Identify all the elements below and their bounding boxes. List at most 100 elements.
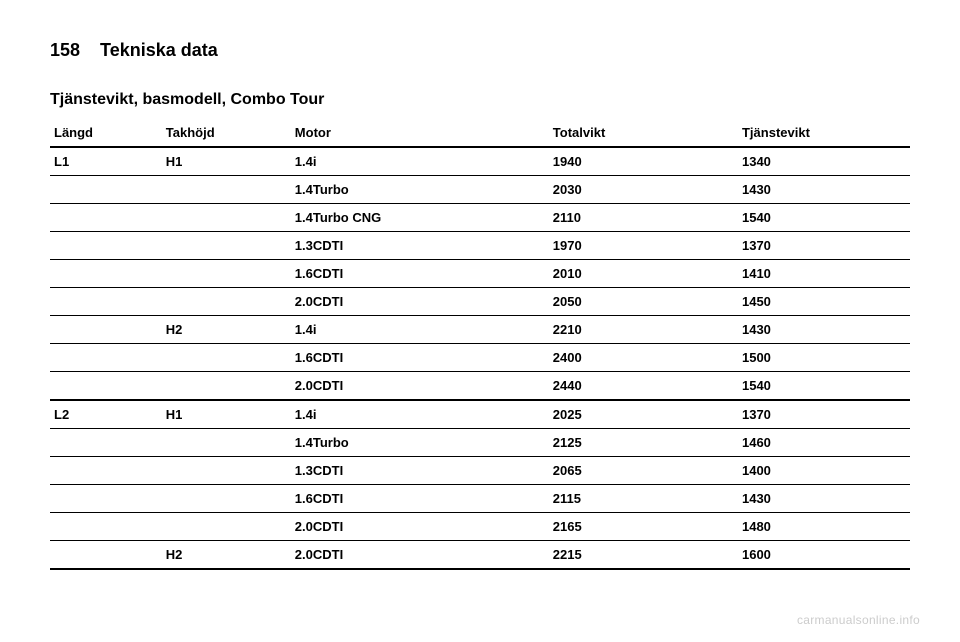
cell-height bbox=[162, 485, 291, 513]
table-row: 1.4Turbo21251460 bbox=[50, 429, 910, 457]
cell-empty: 1430 bbox=[738, 316, 910, 344]
cell-length bbox=[50, 176, 162, 204]
col-header-empty: Tjänstevikt bbox=[738, 119, 910, 147]
table-row: 1.4Turbo20301430 bbox=[50, 176, 910, 204]
cell-motor: 2.0CDTI bbox=[291, 288, 549, 316]
cell-height bbox=[162, 372, 291, 401]
cell-length bbox=[50, 457, 162, 485]
cell-height bbox=[162, 513, 291, 541]
cell-length bbox=[50, 344, 162, 372]
cell-total: 2050 bbox=[549, 288, 738, 316]
cell-height bbox=[162, 260, 291, 288]
cell-total: 2110 bbox=[549, 204, 738, 232]
cell-length bbox=[50, 260, 162, 288]
cell-total: 1940 bbox=[549, 147, 738, 176]
cell-length bbox=[50, 513, 162, 541]
cell-empty: 1430 bbox=[738, 176, 910, 204]
table-row: 1.6CDTI24001500 bbox=[50, 344, 910, 372]
table-body: L1H11.4i194013401.4Turbo203014301.4Turbo… bbox=[50, 147, 910, 569]
col-header-total: Totalvikt bbox=[549, 119, 738, 147]
cell-empty: 1370 bbox=[738, 400, 910, 429]
cell-total: 1970 bbox=[549, 232, 738, 260]
cell-total: 2115 bbox=[549, 485, 738, 513]
page-number: 158 bbox=[50, 40, 80, 61]
cell-length bbox=[50, 429, 162, 457]
cell-motor: 1.4Turbo bbox=[291, 429, 549, 457]
cell-empty: 1500 bbox=[738, 344, 910, 372]
cell-total: 2125 bbox=[549, 429, 738, 457]
cell-motor: 1.4i bbox=[291, 400, 549, 429]
cell-motor: 1.4Turbo bbox=[291, 176, 549, 204]
col-header-height: Takhöjd bbox=[162, 119, 291, 147]
cell-total: 2210 bbox=[549, 316, 738, 344]
table-row: 2.0CDTI20501450 bbox=[50, 288, 910, 316]
cell-length bbox=[50, 372, 162, 401]
cell-empty: 1540 bbox=[738, 204, 910, 232]
cell-motor: 1.3CDTI bbox=[291, 232, 549, 260]
cell-height bbox=[162, 429, 291, 457]
page-header: 158 Tekniska data bbox=[50, 40, 910, 61]
cell-empty: 1540 bbox=[738, 372, 910, 401]
cell-empty: 1400 bbox=[738, 457, 910, 485]
table-row: 2.0CDTI24401540 bbox=[50, 372, 910, 401]
cell-empty: 1410 bbox=[738, 260, 910, 288]
table-row: 1.3CDTI20651400 bbox=[50, 457, 910, 485]
cell-length bbox=[50, 288, 162, 316]
cell-height: H1 bbox=[162, 400, 291, 429]
watermark: carmanualsonline.info bbox=[797, 613, 920, 627]
cell-length bbox=[50, 232, 162, 260]
cell-height: H1 bbox=[162, 147, 291, 176]
table-row: L1H11.4i19401340 bbox=[50, 147, 910, 176]
cell-height bbox=[162, 344, 291, 372]
cell-height bbox=[162, 176, 291, 204]
cell-total: 2030 bbox=[549, 176, 738, 204]
cell-motor: 1.4Turbo CNG bbox=[291, 204, 549, 232]
cell-empty: 1460 bbox=[738, 429, 910, 457]
cell-height: H2 bbox=[162, 316, 291, 344]
cell-empty: 1430 bbox=[738, 485, 910, 513]
table-row: 1.6CDTI21151430 bbox=[50, 485, 910, 513]
cell-height bbox=[162, 457, 291, 485]
cell-motor: 1.6CDTI bbox=[291, 344, 549, 372]
col-header-length: Längd bbox=[50, 119, 162, 147]
cell-motor: 2.0CDTI bbox=[291, 541, 549, 570]
table-title: Tjänstevikt, basmodell, Combo Tour bbox=[50, 91, 910, 109]
cell-length: L2 bbox=[50, 400, 162, 429]
cell-empty: 1450 bbox=[738, 288, 910, 316]
table-row: 1.4Turbo CNG21101540 bbox=[50, 204, 910, 232]
table-row: H22.0CDTI22151600 bbox=[50, 541, 910, 570]
cell-height bbox=[162, 232, 291, 260]
table-row: H21.4i22101430 bbox=[50, 316, 910, 344]
col-header-motor: Motor bbox=[291, 119, 549, 147]
cell-total: 2010 bbox=[549, 260, 738, 288]
cell-length bbox=[50, 316, 162, 344]
cell-motor: 2.0CDTI bbox=[291, 513, 549, 541]
cell-empty: 1370 bbox=[738, 232, 910, 260]
table-row: 2.0CDTI21651480 bbox=[50, 513, 910, 541]
weights-table: Längd Takhöjd Motor Totalvikt Tjänstevik… bbox=[50, 119, 910, 570]
cell-motor: 1.4i bbox=[291, 147, 549, 176]
cell-total: 2400 bbox=[549, 344, 738, 372]
cell-length: L1 bbox=[50, 147, 162, 176]
cell-motor: 1.3CDTI bbox=[291, 457, 549, 485]
cell-height bbox=[162, 204, 291, 232]
cell-height: H2 bbox=[162, 541, 291, 570]
chapter-title: Tekniska data bbox=[100, 40, 218, 61]
cell-total: 2215 bbox=[549, 541, 738, 570]
cell-empty: 1340 bbox=[738, 147, 910, 176]
table-row: 1.6CDTI20101410 bbox=[50, 260, 910, 288]
cell-empty: 1600 bbox=[738, 541, 910, 570]
cell-length bbox=[50, 541, 162, 570]
cell-motor: 1.6CDTI bbox=[291, 485, 549, 513]
cell-length bbox=[50, 204, 162, 232]
cell-total: 2025 bbox=[549, 400, 738, 429]
cell-total: 2440 bbox=[549, 372, 738, 401]
cell-height bbox=[162, 288, 291, 316]
table-row: 1.3CDTI19701370 bbox=[50, 232, 910, 260]
cell-motor: 1.4i bbox=[291, 316, 549, 344]
cell-motor: 2.0CDTI bbox=[291, 372, 549, 401]
cell-total: 2165 bbox=[549, 513, 738, 541]
cell-total: 2065 bbox=[549, 457, 738, 485]
table-header-row: Längd Takhöjd Motor Totalvikt Tjänstevik… bbox=[50, 119, 910, 147]
table-row: L2H11.4i20251370 bbox=[50, 400, 910, 429]
